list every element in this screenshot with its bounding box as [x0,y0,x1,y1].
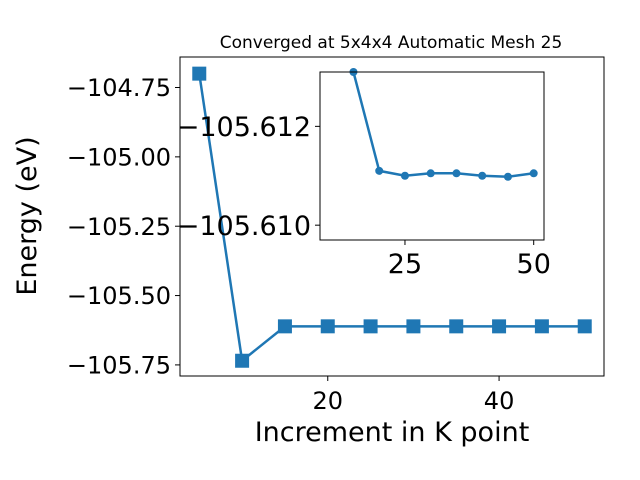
main-y-tick-label: −105.00 [67,144,171,172]
main-series-markers [192,66,592,368]
inset-data-point [426,169,435,178]
inset-x-tick-label: 50 [517,249,551,280]
main-plot-frame [179,56,605,377]
main-y-tick-label: −105.75 [67,352,171,380]
main-data-point [277,319,292,334]
main-y-tick-label: −105.50 [67,282,171,310]
main-chart: Converged at 5x4x4 Automatic Mesh 25 20 4… [12,33,605,448]
main-data-point [577,319,592,334]
inset-data-point [400,171,409,180]
inset-series-line [352,72,534,179]
y-axis-label: Energy (eV) [12,136,43,295]
inset-data-point [478,171,487,180]
inset-data-point [375,166,384,175]
main-x-tick-label: 20 [312,387,343,415]
inset-series-markers [349,68,538,181]
main-y-ticks: −104.75 −105.00 −105.25 −105.50 −105.75 [67,74,180,380]
inset-x-ticks: 25 50 [388,240,551,280]
inset-y-ticks: −105.612 −105.610 [177,112,320,242]
main-data-point [406,319,421,334]
main-data-point [449,319,464,334]
main-data-point [534,319,549,334]
x-axis-label: Increment in K point [255,417,530,448]
main-data-point [192,66,207,81]
main-data-point [363,319,378,334]
main-x-tick-label: 40 [484,387,515,415]
inset-y-tick-label: −105.610 [177,211,311,242]
main-data-point [235,353,250,368]
inset-plot-background [320,72,544,240]
inset-chart: 25 50 −105.612 −105.610 [177,68,551,280]
inset-data-point [452,169,461,178]
main-y-tick-label: −105.25 [67,213,171,241]
main-data-point [492,319,507,334]
inset-plot-frame [319,71,545,241]
main-series-line [198,73,585,364]
inset-y-tick-label: −105.612 [177,112,311,143]
main-x-ticks: 20 40 [312,376,514,415]
inset-data-point [503,172,512,181]
main-data-point [320,319,335,334]
inset-data-point [529,169,538,178]
chart-title: Converged at 5x4x4 Automatic Mesh 25 [220,33,563,53]
inset-x-tick-label: 25 [388,249,422,280]
main-y-tick-label: −104.75 [67,74,171,102]
